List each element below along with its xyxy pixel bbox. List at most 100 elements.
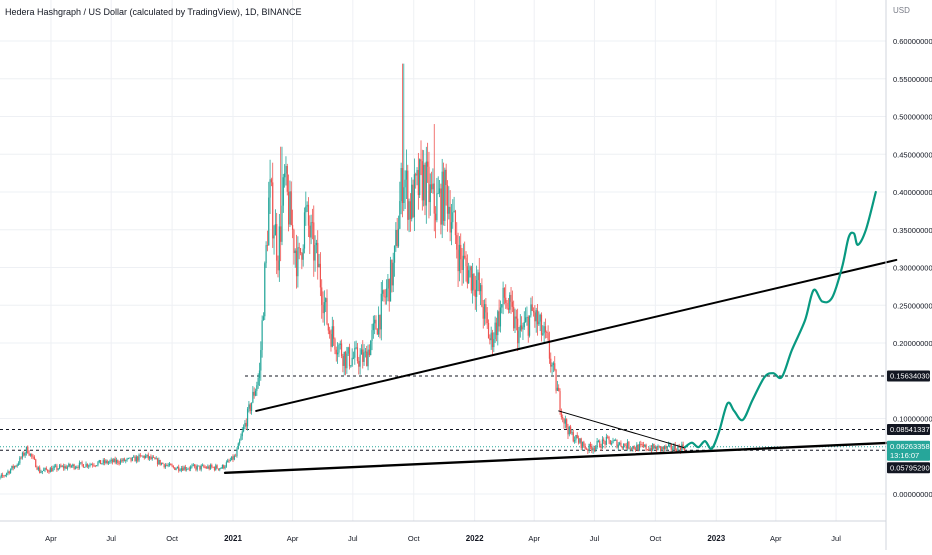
- candle-body: [551, 365, 553, 367]
- candle-body: [466, 266, 468, 284]
- candle-body: [649, 448, 651, 451]
- candle-body: [505, 297, 507, 303]
- candle: [77, 465, 79, 470]
- candle-body: [335, 349, 337, 355]
- candle: [556, 380, 558, 391]
- candle-body: [15, 465, 17, 467]
- candle-body: [139, 454, 141, 456]
- candle: [258, 362, 261, 387]
- candle: [240, 433, 242, 441]
- candle: [239, 438, 241, 446]
- candle: [159, 459, 161, 466]
- candle-body: [550, 358, 552, 367]
- y-tick-label: 0.50000000: [893, 113, 932, 122]
- candle: [432, 168, 434, 194]
- candle: [277, 255, 279, 278]
- candle: [194, 463, 196, 469]
- candle: [385, 279, 388, 305]
- candle: [446, 180, 449, 232]
- candle: [24, 451, 26, 458]
- candle-body: [184, 466, 186, 470]
- candle-body: [389, 259, 392, 302]
- candle-body: [260, 350, 262, 371]
- candle-body: [654, 446, 656, 449]
- candle: [147, 452, 149, 461]
- candle-body: [302, 248, 304, 260]
- candle-body: [670, 444, 672, 450]
- candle-body: [98, 460, 100, 463]
- candle: [168, 461, 171, 467]
- candle: [81, 460, 83, 467]
- candle: [444, 167, 446, 226]
- candle-body: [464, 255, 466, 258]
- candle-body: [604, 441, 606, 445]
- candle-body: [199, 465, 201, 470]
- candle-body: [190, 466, 192, 470]
- candle-body: [52, 467, 54, 472]
- candle: [583, 440, 585, 448]
- price-label-bg: [887, 462, 930, 474]
- candle-body: [535, 310, 537, 322]
- candle: [41, 470, 43, 475]
- candle-body: [219, 468, 221, 470]
- candle: [617, 442, 619, 451]
- candle: [118, 460, 120, 466]
- candle: [478, 257, 480, 295]
- candle: [35, 458, 37, 468]
- candle: [603, 437, 605, 445]
- candle: [622, 443, 625, 451]
- candle: [69, 463, 71, 469]
- candle-body: [126, 458, 128, 461]
- candle-body: [437, 193, 439, 195]
- candle: [4, 474, 6, 477]
- candle: [559, 388, 561, 415]
- candle: [540, 312, 543, 342]
- candle: [506, 300, 508, 310]
- candle-body: [438, 188, 441, 194]
- candle-body: [362, 349, 364, 362]
- candle: [542, 325, 544, 336]
- candle-body: [424, 164, 426, 206]
- candle: [350, 365, 352, 368]
- candle-body: [536, 310, 539, 325]
- candle-body: [482, 306, 484, 319]
- candle: [315, 239, 318, 254]
- candle: [416, 167, 418, 186]
- x-tick-label: Jul: [590, 534, 600, 543]
- price-labels: 0.156340300.085413370.0626335813:16:070.…: [887, 370, 930, 474]
- candle-body: [400, 168, 402, 202]
- candle-body: [626, 441, 629, 449]
- candle: [5, 472, 8, 478]
- candle: [298, 242, 300, 260]
- candle: [286, 163, 288, 196]
- candle: [97, 460, 99, 467]
- candle-body: [291, 225, 294, 230]
- candle: [72, 463, 74, 468]
- candle: [546, 330, 548, 339]
- x-tick-label: 2022: [466, 534, 484, 543]
- candle: [113, 457, 115, 463]
- candle-body: [575, 435, 577, 441]
- candle-body: [648, 449, 650, 451]
- candle-body: [461, 259, 463, 271]
- candle: [133, 454, 135, 458]
- candle-body: [344, 351, 347, 369]
- y-tick-label: 0.20000000: [893, 339, 932, 348]
- candle-body: [416, 170, 418, 176]
- candle: [521, 316, 523, 332]
- candle-body: [240, 436, 242, 441]
- candle: [400, 162, 402, 215]
- candle: [399, 181, 401, 230]
- candle-body: [573, 440, 576, 442]
- candle-body: [256, 385, 258, 391]
- candle: [103, 458, 106, 466]
- candle-body: [33, 457, 35, 460]
- candle: [356, 343, 359, 364]
- candle-body: [49, 468, 51, 473]
- candle-body: [129, 457, 131, 459]
- candle-body: [318, 263, 320, 268]
- candle: [380, 281, 382, 341]
- candle: [440, 183, 442, 235]
